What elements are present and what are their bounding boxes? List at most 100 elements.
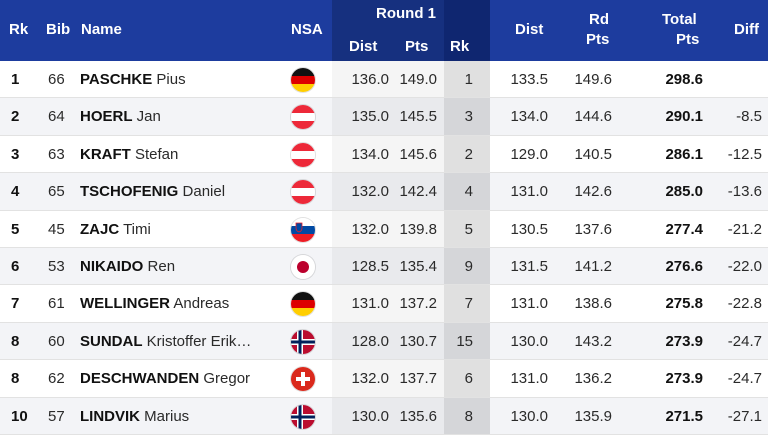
r1-rank-cell: 7 bbox=[464, 295, 473, 313]
r1-dist-cell: 132.0 bbox=[351, 220, 389, 238]
col-total-header-line2[interactable]: Pts bbox=[676, 31, 700, 48]
r1-dist-cell: 134.0 bbox=[351, 145, 389, 163]
bib-cell: 64 bbox=[48, 108, 65, 126]
rank-cell: 3 bbox=[11, 145, 20, 163]
r1-pts-cell: 137.2 bbox=[399, 295, 437, 313]
table-row[interactable]: 10 57 130.0 135.6 8 130.0 135.9 271.5 -27.1 LINDV… bbox=[0, 397, 768, 435]
col-r1-pts-header[interactable]: Pts bbox=[405, 38, 429, 55]
rd-pts-cell: 144.6 bbox=[574, 108, 612, 126]
r1-pts-cell: 137.7 bbox=[399, 370, 437, 388]
col-dist-header[interactable]: Dist bbox=[515, 21, 544, 38]
diff-cell: -22.8 bbox=[727, 295, 762, 313]
total-cell: 275.8 bbox=[665, 295, 703, 313]
rd-pts-cell: 135.9 bbox=[574, 407, 612, 425]
table-row[interactable]: 1 66 136.0 149.0 1 133.5 149.6 298.6 PASCHKE Piu… bbox=[0, 61, 768, 99]
table-row[interactable]: 6 53 128.5 135.4 9 131.5 141.2 276.6 -22.0 NIKAID… bbox=[0, 247, 768, 286]
austria-flag-icon bbox=[291, 142, 315, 167]
germany-flag-icon bbox=[291, 68, 315, 92]
table-row[interactable]: 4 65 132.0 142.4 4 131.0 142.6 285.0 -13.6 TSCHOF… bbox=[0, 173, 768, 211]
table-header: Rk Bib Name NSA Round 1 Dist Pts Rk Dist… bbox=[0, 0, 768, 61]
table-row[interactable]: 8 60 128.0 130.7 15 130.0 143.2 273.9 -24.7 SUNDA… bbox=[0, 322, 768, 361]
austria-flag-icon bbox=[291, 180, 315, 205]
athlete-name[interactable]: SUNDAL Kristoffer Erik… bbox=[80, 323, 276, 360]
r1-rank-cell: 9 bbox=[464, 257, 473, 275]
athlete-last-name: ZAJC bbox=[80, 220, 120, 238]
rd-pts-cell: 137.6 bbox=[574, 220, 612, 238]
athlete-name[interactable]: ZAJC Timi bbox=[80, 211, 276, 248]
athlete-name[interactable]: LINDVIK Marius bbox=[80, 398, 276, 435]
r1-rank-cell: 1 bbox=[464, 71, 473, 88]
bib-cell: 57 bbox=[48, 407, 65, 425]
athlete-name[interactable]: PASCHKE Pius bbox=[80, 61, 276, 98]
table-row[interactable]: 2 64 135.0 145.5 3 134.0 144.6 290.1 -8.5 HOERL J… bbox=[0, 98, 768, 136]
rd-pts-cell: 136.2 bbox=[574, 370, 612, 388]
rank-cell: 5 bbox=[11, 220, 20, 238]
r1-rank-cell: 3 bbox=[464, 108, 473, 126]
norway-flag-icon bbox=[291, 404, 315, 429]
r1-dist-cell: 136.0 bbox=[351, 71, 389, 88]
athlete-name[interactable]: NIKAIDO Ren bbox=[80, 248, 276, 285]
athlete-last-name: WELLINGER bbox=[80, 295, 170, 313]
athlete-name[interactable]: HOERL Jan bbox=[80, 98, 276, 135]
athlete-first-name: Gregor bbox=[203, 370, 251, 388]
col-rd-pts-header-line2[interactable]: Pts bbox=[586, 31, 610, 48]
total-cell: 285.0 bbox=[665, 183, 703, 201]
col-r1-rk-header[interactable]: Rk bbox=[450, 38, 470, 55]
dist-cell: 134.0 bbox=[510, 108, 548, 126]
col-r1-dist-header[interactable]: Dist bbox=[349, 38, 378, 55]
r1-pts-cell: 130.7 bbox=[399, 332, 437, 350]
athlete-name[interactable]: DESCHWANDEN Gregor bbox=[80, 360, 276, 397]
athlete-last-name: PASCHKE bbox=[80, 71, 153, 88]
round1-header-group bbox=[332, 0, 490, 61]
col-name-header[interactable]: Name bbox=[81, 21, 122, 38]
dist-cell: 133.5 bbox=[510, 71, 548, 88]
germany-flag-icon bbox=[291, 292, 315, 317]
rank-cell: 6 bbox=[11, 257, 20, 275]
rd-pts-cell: 138.6 bbox=[574, 295, 612, 313]
rank-cell: 10 bbox=[11, 407, 28, 425]
diff-cell: -8.5 bbox=[736, 108, 762, 126]
r1-pts-cell: 145.6 bbox=[399, 145, 437, 163]
rank-cell: 8 bbox=[11, 332, 20, 350]
col-rd-pts-header-line1[interactable]: Rd bbox=[589, 11, 609, 28]
bib-cell: 66 bbox=[48, 71, 65, 88]
athlete-last-name: TSCHOFENIG bbox=[80, 183, 179, 201]
athlete-first-name: Jan bbox=[136, 108, 161, 126]
total-cell: 271.5 bbox=[665, 407, 703, 425]
japan-flag-icon bbox=[291, 254, 315, 279]
rank-cell: 8 bbox=[11, 370, 20, 388]
diff-cell: -12.5 bbox=[727, 145, 762, 163]
athlete-name[interactable]: KRAFT Stefan bbox=[80, 136, 276, 173]
table-row[interactable]: 8 62 132.0 137.7 6 131.0 136.2 273.9 -24.7 DESCHW… bbox=[0, 360, 768, 398]
r1-rank-cell: 4 bbox=[464, 183, 473, 201]
table-row[interactable]: 5 45 132.0 139.8 5 130.5 137.6 277.4 -21.2 ZAJC T… bbox=[0, 210, 768, 248]
col-bib-header[interactable]: Bib bbox=[46, 21, 71, 38]
col-total-header-line1[interactable]: Total bbox=[662, 11, 697, 28]
dist-cell: 130.0 bbox=[510, 332, 548, 350]
table-row[interactable]: 7 61 131.0 137.2 7 131.0 138.6 275.8 -22.8 WELLIN… bbox=[0, 285, 768, 323]
r1-rank-cell: 8 bbox=[464, 407, 473, 425]
slovenia-flag-icon bbox=[291, 217, 315, 242]
r1-rank-cell: 6 bbox=[464, 370, 473, 388]
r1-dist-cell: 132.0 bbox=[351, 370, 389, 388]
table-row[interactable]: 3 63 134.0 145.6 2 129.0 140.5 286.1 -12.5 KRAFT … bbox=[0, 135, 768, 174]
bib-cell: 62 bbox=[48, 370, 65, 388]
col-rk-header[interactable]: Rk bbox=[9, 21, 29, 38]
rank-cell: 4 bbox=[11, 183, 20, 201]
col-diff-header[interactable]: Diff bbox=[734, 21, 759, 38]
col-nsa-header[interactable]: NSA bbox=[291, 21, 323, 38]
total-cell: 290.1 bbox=[665, 108, 703, 126]
diff-cell: -24.7 bbox=[727, 370, 762, 388]
athlete-first-name: Daniel bbox=[182, 183, 226, 201]
athlete-last-name: KRAFT bbox=[80, 145, 131, 163]
athlete-name[interactable]: TSCHOFENIG Daniel bbox=[80, 173, 276, 210]
norway-flag-icon bbox=[291, 329, 315, 354]
rank-cell: 2 bbox=[11, 108, 20, 126]
r1-dist-cell: 131.0 bbox=[351, 295, 389, 313]
rd-pts-cell: 140.5 bbox=[574, 145, 612, 163]
r1-dist-cell: 130.0 bbox=[351, 407, 389, 425]
athlete-first-name: Stefan bbox=[135, 145, 179, 163]
r1-rank-cell: 2 bbox=[464, 145, 473, 163]
total-cell: 286.1 bbox=[665, 145, 703, 163]
athlete-name[interactable]: WELLINGER Andreas bbox=[80, 285, 276, 322]
